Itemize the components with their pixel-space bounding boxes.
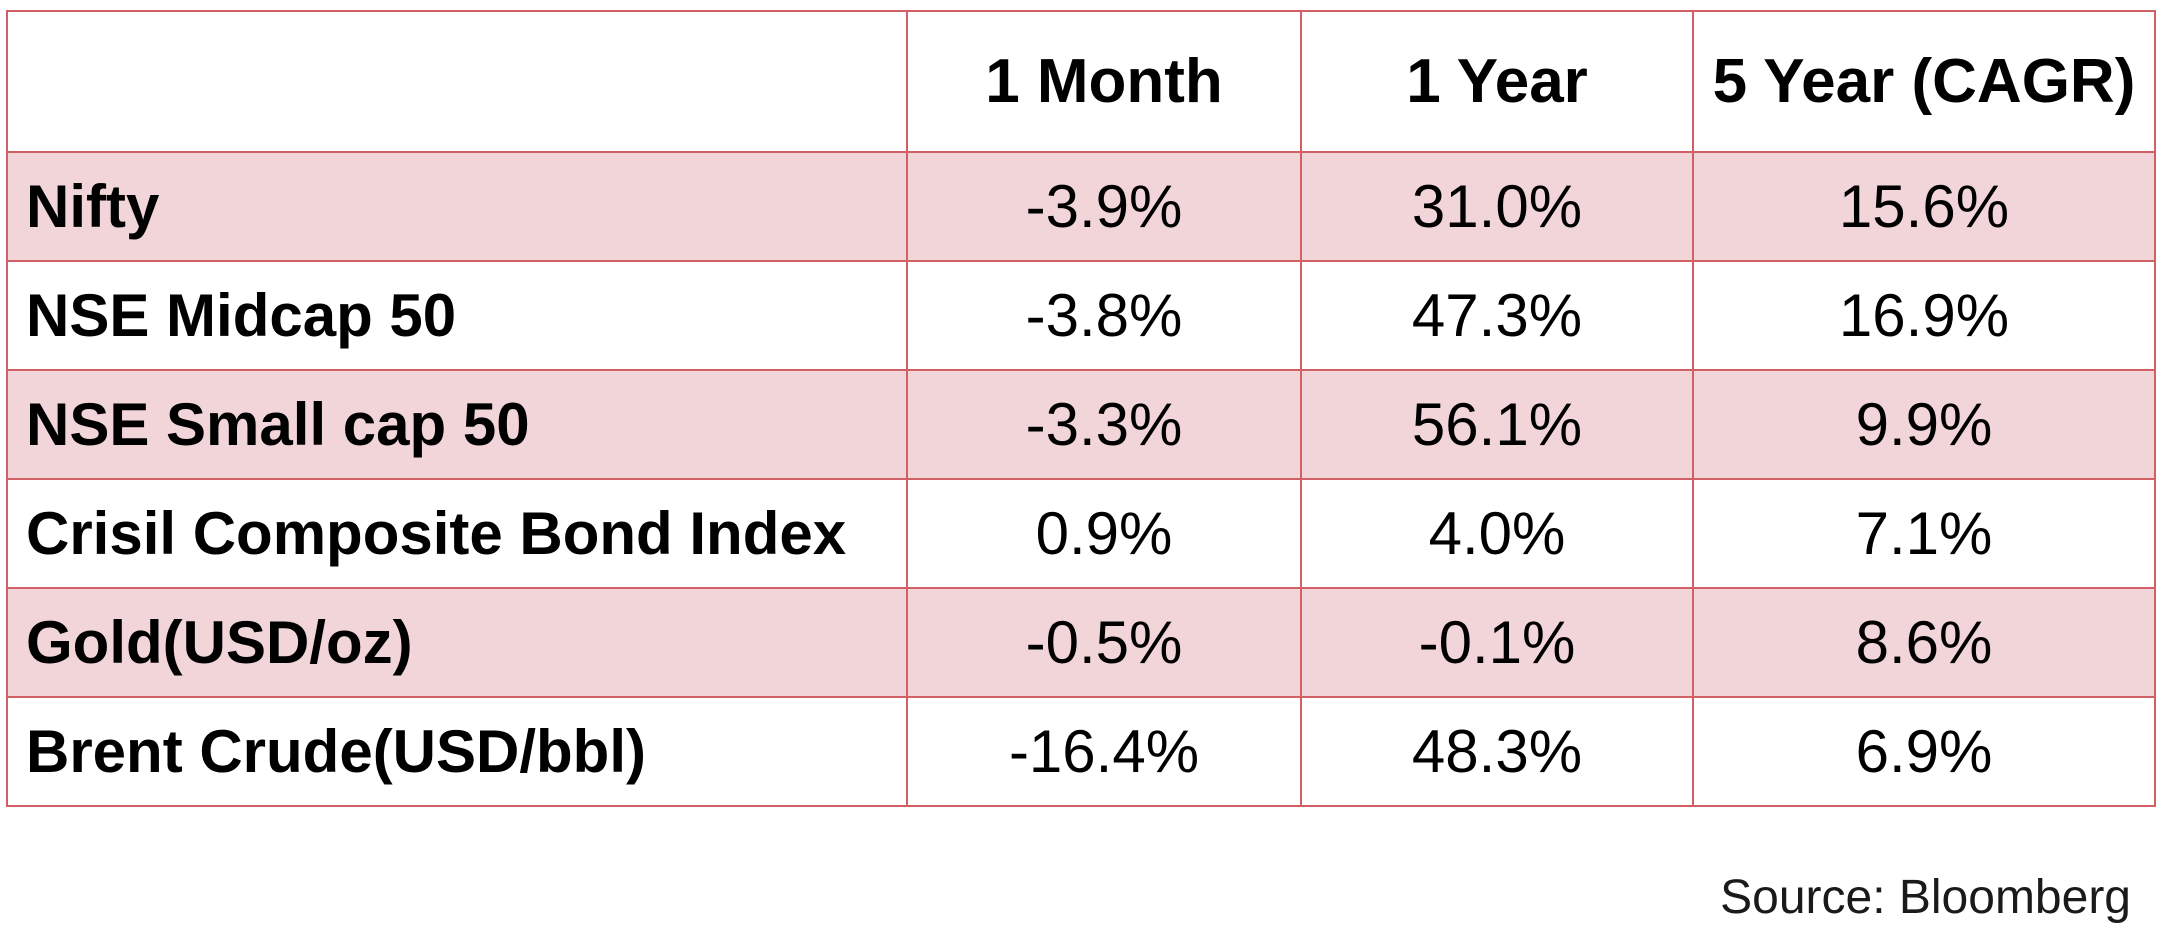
row-label: NSE Small cap 50 [6, 369, 908, 480]
value-1-year: 56.1% [1300, 369, 1694, 480]
value-1-year: 48.3% [1300, 696, 1694, 807]
table-row: NSE Midcap 50 -3.8% 47.3% 16.9% [6, 260, 2156, 371]
row-label: Nifty [6, 151, 908, 262]
value-1-month: -0.5% [906, 587, 1302, 698]
header-1-year: 1 Year [1300, 10, 1694, 153]
value-5-year: 16.9% [1692, 260, 2156, 371]
value-5-year: 6.9% [1692, 696, 2156, 807]
value-5-year: 9.9% [1692, 369, 2156, 480]
value-1-month: 0.9% [906, 478, 1302, 589]
value-1-year: 31.0% [1300, 151, 1694, 262]
table-row: Brent Crude(USD/bbl) -16.4% 48.3% 6.9% [6, 696, 2156, 807]
header-blank [6, 10, 908, 153]
row-label: NSE Midcap 50 [6, 260, 908, 371]
table-row: Gold(USD/oz) -0.5% -0.1% 8.6% [6, 587, 2156, 698]
value-5-year: 15.6% [1692, 151, 2156, 262]
row-label: Gold(USD/oz) [6, 587, 908, 698]
header-5-year-cagr: 5 Year (CAGR) [1692, 10, 2156, 153]
value-5-year: 7.1% [1692, 478, 2156, 589]
table-row: NSE Small cap 50 -3.3% 56.1% 9.9% [6, 369, 2156, 480]
value-1-month: -3.9% [906, 151, 1302, 262]
header-1-month: 1 Month [906, 10, 1302, 153]
header-row: 1 Month 1 Year 5 Year (CAGR) [6, 10, 2156, 153]
source-note: Source: Bloomberg [1720, 871, 2131, 924]
returns-table: 1 Month 1 Year 5 Year (CAGR) Nifty -3.9%… [6, 10, 2156, 807]
value-1-year: 47.3% [1300, 260, 1694, 371]
row-label: Brent Crude(USD/bbl) [6, 696, 908, 807]
value-1-month: -3.8% [906, 260, 1302, 371]
table-row: Crisil Composite Bond Index 0.9% 4.0% 7.… [6, 478, 2156, 589]
row-label: Crisil Composite Bond Index [6, 478, 908, 589]
value-1-month: -16.4% [906, 696, 1302, 807]
table-row: Nifty -3.9% 31.0% 15.6% [6, 151, 2156, 262]
value-1-month: -3.3% [906, 369, 1302, 480]
value-5-year: 8.6% [1692, 587, 2156, 698]
value-1-year: 4.0% [1300, 478, 1694, 589]
value-1-year: -0.1% [1300, 587, 1694, 698]
